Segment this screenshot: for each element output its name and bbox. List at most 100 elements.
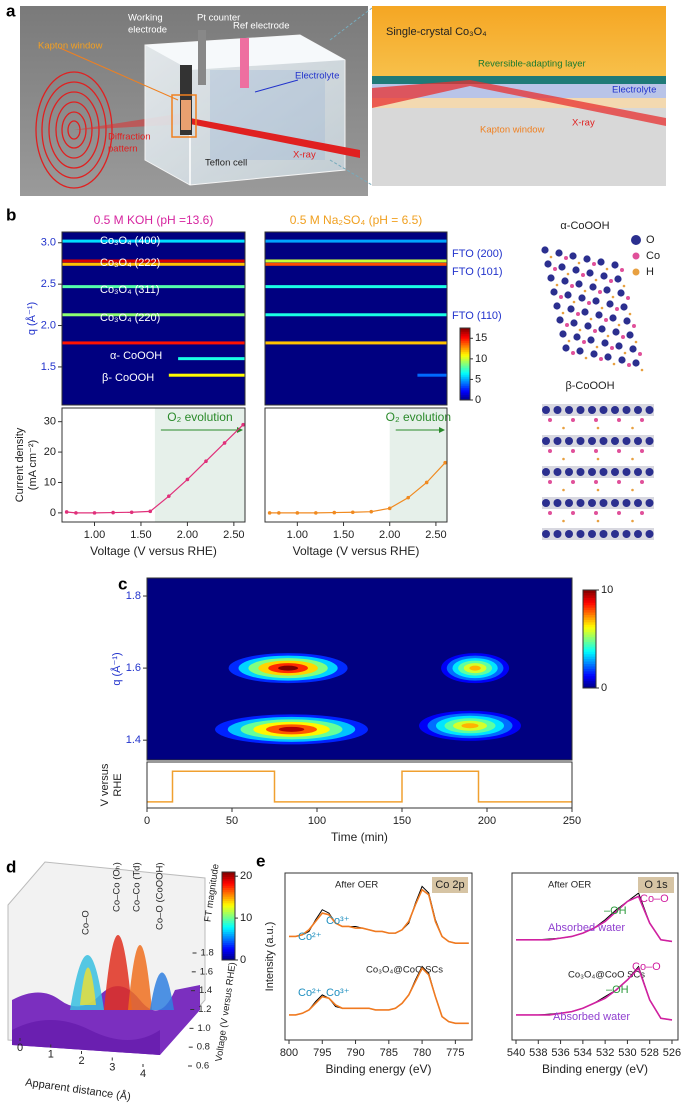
colorbar-segment [460,376,470,379]
kapton-layer [372,98,666,108]
annotation: α- CoOOH [110,350,162,362]
atom [627,363,631,367]
colorbar-segment [460,383,470,387]
atom [565,530,573,538]
atom [645,499,654,507]
atom [604,353,612,361]
atom [623,317,631,325]
atom [588,468,596,476]
diffraction-band [265,262,447,266]
y-tick-label: 2.5 [41,278,56,290]
atom [622,437,631,445]
zoom-line [329,7,373,41]
panel-label: e [256,851,265,870]
atom [570,319,578,327]
intensity-spot [228,653,348,684]
colorbar-segment [583,602,596,606]
data-point [74,511,78,515]
spot-level [278,726,305,732]
x-tick-label: 790 [346,1047,364,1059]
colorbar-segment [222,905,235,908]
atom [576,530,585,538]
heatmap-background [265,232,447,405]
atom [617,289,625,297]
data-point [295,511,300,515]
diffraction-band [178,357,245,361]
x-tick-label: 775 [446,1047,464,1059]
colorbar-segment [583,668,596,672]
y-tick-label: 30 [44,416,56,428]
adapting-layer [372,76,666,84]
x-tick-label: 532 [596,1047,614,1059]
colorbar-segment [222,935,235,939]
y-tick-label: 1.4 [126,734,141,746]
colorbar-segment [460,364,470,367]
label: electrode [128,25,167,36]
colorbar-segment [583,653,596,657]
atom [542,437,550,445]
panel-label: d [6,857,16,876]
colorbar-segment [222,922,235,926]
colorbar-segment [222,927,235,930]
intensity-spot [441,653,510,684]
annotation: –OH [604,905,627,917]
atom [542,468,550,476]
crystal [372,6,666,76]
colorbar-segment [583,641,596,645]
atom [553,530,562,538]
atom [590,350,598,358]
label: X-ray [293,150,316,161]
y-tick-label: 0.8 [197,1042,210,1053]
chart-title: 0.5 M KOH (pH =13.6) [94,213,214,227]
atom [587,301,591,305]
structure-title: β-CoOOH [565,380,614,392]
atom [634,437,642,445]
x-tick-label: 2 [78,1055,84,1067]
colorbar-segment [460,340,470,343]
colorbar-segment [583,670,596,674]
x-tick-label: 200 [478,815,496,827]
atom [610,346,614,350]
x-ray-beam [190,118,360,158]
colorbar-segment [583,680,596,684]
colorbar-segment [583,639,596,642]
colorbar-segment [583,646,596,650]
x-axis-label: Time (min) [331,830,388,844]
panel-label: c [118,574,127,593]
atom [581,273,585,277]
colorbar-segment [583,634,596,638]
legend-label: Co [646,250,660,262]
structure-title: α-CoOOH [560,220,609,232]
atom [593,329,597,333]
label: Diffraction [108,132,151,143]
atom [640,449,644,453]
atom [588,499,596,507]
colorbar-segment [460,396,470,399]
atom [600,272,608,280]
atom [571,418,575,422]
label: pattern [108,144,138,155]
annotation: Absorbed water [548,922,625,934]
legend-marker [632,268,640,276]
colorbar-segment [583,609,596,613]
atom [569,252,577,260]
colorbar-segment [222,938,235,941]
atom [565,468,573,476]
atom [617,449,621,453]
atom [634,499,642,507]
y-tick-label: 10 [44,476,56,488]
intensity-spot [419,710,521,741]
atom [645,437,654,445]
atom [615,342,623,350]
data-line [147,770,572,803]
atom [638,352,642,356]
colorbar-segment [460,378,470,381]
atom [603,286,611,294]
atom [594,480,598,484]
colorbar-segment [222,911,235,915]
panel-label: b [6,205,16,224]
colorbar-segment [222,913,235,917]
y-axis-label: q (Å⁻¹) [110,652,123,685]
colorbar-segment [583,631,596,635]
tag: Co 2p [435,879,464,891]
